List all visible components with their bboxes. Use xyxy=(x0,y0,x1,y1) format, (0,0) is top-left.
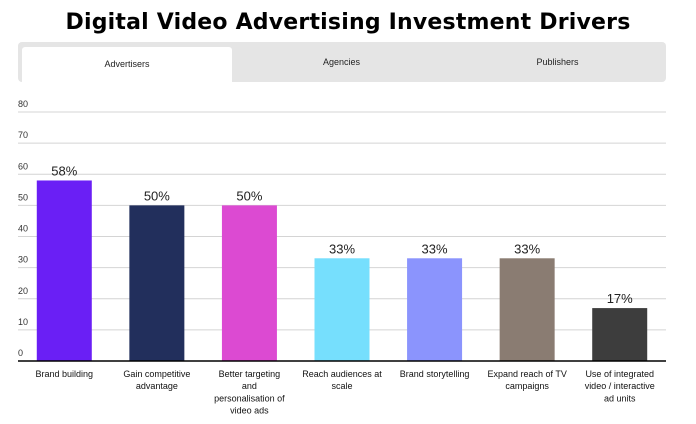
x-tick-label: Brand storytelling xyxy=(400,369,470,379)
tab-agencies[interactable]: Agencies xyxy=(322,57,361,67)
y-tick-label: 10 xyxy=(18,317,28,327)
x-tick-label: Brand building xyxy=(36,369,94,379)
tab-bar: Advertisers Agencies Publishers xyxy=(18,42,666,82)
y-tick-label: 30 xyxy=(18,255,28,265)
bar xyxy=(499,258,555,361)
bar xyxy=(36,180,92,361)
data-label: 50% xyxy=(144,188,170,203)
y-tick-label: 70 xyxy=(18,130,28,140)
tab-advertisers[interactable]: Advertisers xyxy=(22,47,232,82)
y-tick-label: 60 xyxy=(18,161,28,171)
data-label: 50% xyxy=(236,188,262,203)
y-tick-label: 50 xyxy=(18,192,28,202)
x-tick-label: Better targeting and personalisation of vid… xyxy=(214,369,285,416)
y-tick-label: 0 xyxy=(18,348,23,358)
data-label: 17% xyxy=(607,291,633,306)
bar xyxy=(592,308,648,361)
bar xyxy=(221,205,277,361)
x-tick-label: Use of integrated video / interactive ad u… xyxy=(585,369,655,403)
y-tick-label: 80 xyxy=(18,99,28,109)
data-label: 33% xyxy=(422,241,448,256)
x-tick-label: Reach audiences at scale xyxy=(302,369,382,391)
bar xyxy=(129,205,185,361)
bar xyxy=(314,258,370,361)
data-label: 33% xyxy=(514,241,540,256)
bar xyxy=(407,258,463,361)
x-tick-label: Expand reach of TV campaigns xyxy=(487,369,566,391)
y-tick-label: 40 xyxy=(18,224,28,234)
tab-publishers[interactable]: Publishers xyxy=(536,57,579,67)
chart-title: Digital Video Advertising Investment Dri… xyxy=(65,10,631,35)
data-label: 58% xyxy=(51,163,77,178)
y-tick-label: 20 xyxy=(18,286,28,296)
x-tick-label: Gain competitive advantage xyxy=(123,369,190,391)
data-label: 33% xyxy=(329,241,355,256)
